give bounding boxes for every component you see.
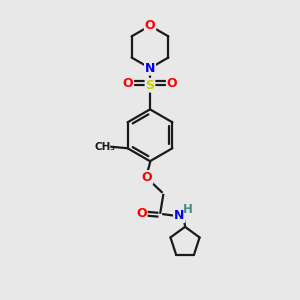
Text: N: N [174,209,184,222]
Text: O: O [167,77,177,90]
Text: N: N [145,61,155,75]
Text: O: O [136,207,147,220]
Text: O: O [142,171,152,184]
Text: S: S [146,79,154,92]
Text: O: O [145,19,155,32]
Text: H: H [183,203,193,216]
Text: O: O [123,77,133,90]
Text: CH₃: CH₃ [94,142,116,152]
